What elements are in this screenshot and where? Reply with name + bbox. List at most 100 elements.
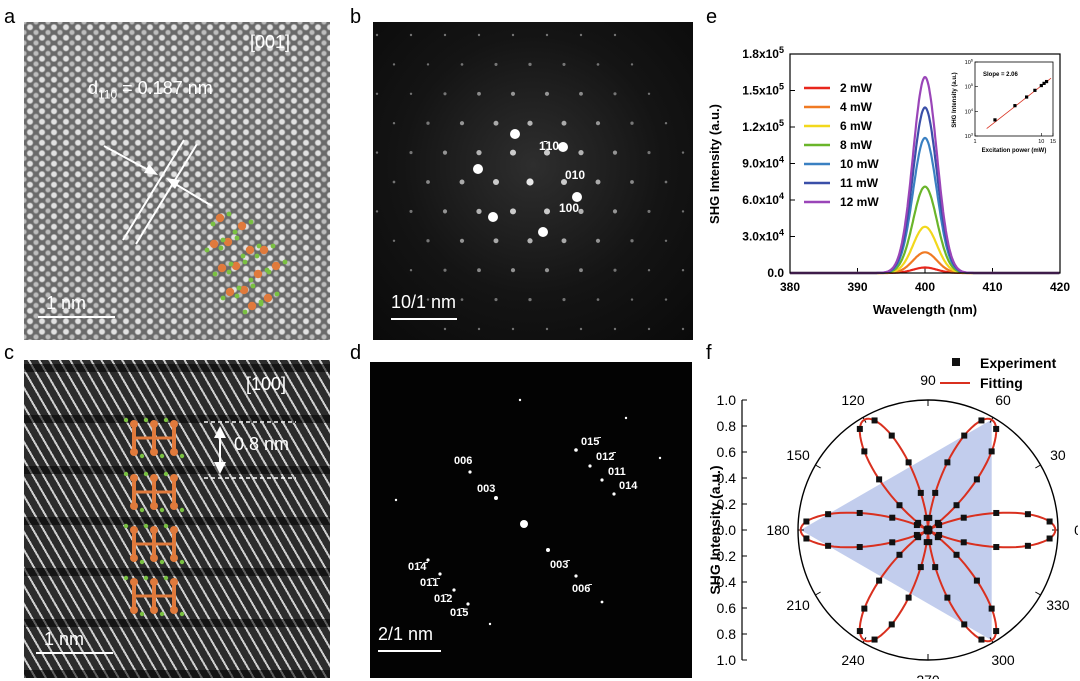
experiment-point bbox=[861, 448, 868, 455]
scale-bar-d bbox=[378, 650, 441, 652]
atom-orange bbox=[225, 287, 235, 297]
atom-green bbox=[256, 243, 262, 249]
spot-label-010: 010 bbox=[565, 168, 585, 182]
scale-bar-label-c: 1 nm bbox=[44, 629, 85, 649]
scale-bar-a bbox=[38, 316, 115, 318]
atom-green bbox=[226, 211, 232, 217]
polar-radial-tick-label: 0.2 bbox=[717, 496, 737, 512]
inset-data-point bbox=[1025, 95, 1029, 99]
diffraction-spot bbox=[518, 398, 522, 402]
diffraction-spot bbox=[426, 63, 430, 66]
experiment-point bbox=[913, 522, 920, 529]
diffraction-spot bbox=[579, 33, 583, 37]
experiment-point bbox=[905, 594, 912, 601]
spectra-y-tick-label: 9.0x104 bbox=[742, 155, 784, 171]
spectra-y-tick-label: 6.0x104 bbox=[742, 191, 784, 207]
atom-orange bbox=[130, 448, 138, 456]
experiment-point bbox=[934, 534, 941, 541]
diffraction-spot bbox=[681, 151, 685, 154]
atom-green bbox=[143, 417, 149, 423]
atom-green bbox=[258, 299, 264, 305]
diffraction-spot bbox=[544, 268, 550, 273]
diffraction-spot bbox=[545, 33, 549, 37]
atom-green bbox=[226, 269, 232, 275]
diffraction-spot bbox=[443, 327, 447, 331]
spectra-x-tick-label: 400 bbox=[915, 280, 935, 294]
diffraction-spot bbox=[647, 151, 651, 155]
atom-green bbox=[163, 523, 169, 529]
diffraction-spot bbox=[511, 33, 515, 37]
atom-orange bbox=[170, 448, 178, 456]
diffraction-spot bbox=[681, 210, 685, 213]
atom-orange bbox=[245, 245, 255, 255]
experiment-point bbox=[871, 636, 878, 643]
polar-radial-tick-label: 1.0 bbox=[717, 392, 737, 408]
inset-y-tick-label: 106 bbox=[965, 58, 974, 67]
atom-green bbox=[270, 243, 276, 249]
experiment-point bbox=[973, 476, 980, 483]
diffraction-spot bbox=[477, 91, 481, 96]
experiment-point bbox=[871, 417, 878, 424]
atom-orange bbox=[130, 420, 138, 428]
diffraction-spot bbox=[375, 151, 379, 154]
polar-angle-label: 330 bbox=[1046, 597, 1070, 613]
atom-orange bbox=[150, 474, 158, 482]
atom-green bbox=[220, 237, 226, 243]
diffraction-spot bbox=[409, 269, 413, 272]
diffraction-spot bbox=[509, 149, 517, 156]
experiment-point bbox=[856, 509, 863, 516]
atom-green bbox=[139, 559, 145, 565]
diffraction-spot bbox=[477, 327, 481, 331]
diffraction-spot bbox=[647, 327, 651, 331]
experiment-point bbox=[978, 417, 985, 424]
diffraction-spot bbox=[459, 238, 465, 243]
bright-spot bbox=[538, 227, 548, 237]
diffraction-spot bbox=[526, 178, 534, 186]
diffraction-spot bbox=[612, 492, 616, 496]
diffraction-spot bbox=[409, 92, 413, 96]
atom-orange bbox=[170, 606, 178, 614]
polar-angle-tick bbox=[815, 591, 821, 596]
atom-green bbox=[240, 253, 246, 259]
diffraction-spot bbox=[392, 180, 396, 184]
diffraction-spot bbox=[443, 268, 447, 272]
diffraction-spot bbox=[511, 327, 515, 331]
experiment-point bbox=[988, 448, 995, 455]
polar-angle-label: 240 bbox=[841, 652, 865, 668]
atom-green bbox=[179, 611, 185, 617]
atom-orange bbox=[150, 502, 158, 510]
atom-orange bbox=[150, 578, 158, 586]
polar-radial-tick-label: 0.8 bbox=[717, 418, 737, 434]
spectra-y-tick-label: 1.8x105 bbox=[742, 45, 784, 61]
spectra-x-tick-label: 410 bbox=[982, 280, 1002, 294]
spectra-y-axis-label: SHG Intensity (a.u.) bbox=[707, 104, 722, 224]
inset-y-tick-label: 103 bbox=[965, 132, 974, 141]
spot-label-00-6: 006̄ bbox=[572, 583, 592, 595]
diffraction-spot bbox=[624, 416, 628, 420]
atom-orange bbox=[231, 261, 241, 271]
panel-label-d: d bbox=[350, 342, 362, 364]
polar-y-axis-label: SHG Intensity (a.u.) bbox=[707, 465, 723, 594]
legend-label: 6 mW bbox=[840, 119, 873, 133]
atom-green bbox=[242, 309, 248, 315]
legend-label: 4 mW bbox=[840, 100, 873, 114]
experiment-point bbox=[978, 636, 985, 643]
diffraction-spot bbox=[452, 588, 456, 592]
experiment-point bbox=[944, 459, 951, 466]
diffraction-spot bbox=[409, 209, 413, 213]
zone-axis-label-a: [001] bbox=[250, 32, 291, 52]
experiment-point bbox=[889, 514, 896, 521]
experiment-point bbox=[1046, 518, 1053, 525]
experiment-point bbox=[889, 539, 896, 546]
diffraction-spot bbox=[392, 122, 396, 125]
diffraction-spot bbox=[595, 121, 601, 126]
atom-orange bbox=[150, 448, 158, 456]
atom-green bbox=[123, 523, 129, 529]
spectra-x-tick-label: 390 bbox=[847, 280, 867, 294]
panel-c-lattice-image: [100] 0.8 nm 1 nm bbox=[24, 360, 330, 678]
panel-label-b: b bbox=[350, 6, 362, 28]
diffraction-spot bbox=[476, 149, 482, 156]
diffraction-spot bbox=[509, 208, 517, 215]
atom-bond bbox=[134, 436, 174, 440]
diffraction-spot bbox=[595, 238, 601, 243]
